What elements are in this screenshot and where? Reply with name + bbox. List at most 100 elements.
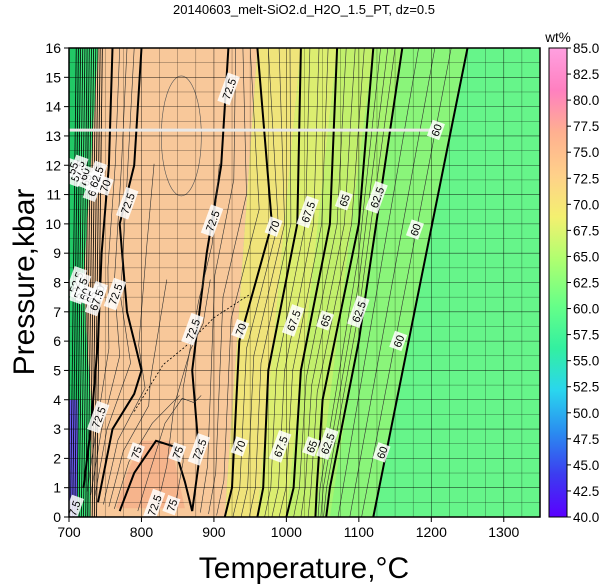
phase-boundary — [133, 293, 251, 412]
y-tick-label: 10 — [45, 216, 61, 232]
contour-thin — [155, 279, 211, 512]
y-tick-label: 9 — [53, 245, 61, 261]
y-tick-label: 4 — [53, 392, 61, 408]
contour-label-bg — [302, 436, 321, 457]
contour-label: 70 — [264, 216, 283, 237]
contour-label-bg — [426, 119, 445, 141]
contour-label-bg — [347, 295, 370, 328]
contour-label: 55 — [66, 157, 81, 179]
contour-label-text: 65 — [305, 439, 320, 455]
contour-label-text: 60 — [409, 222, 424, 238]
chart-title: 20140603_melt-SiO2.d_H2O_1.5_PT, dz=0.5 — [173, 2, 435, 17]
colorbar-tick-label: 50.0 — [573, 406, 599, 421]
contour-label-bg — [84, 283, 108, 317]
colorbar-tick-label: 40.0 — [573, 510, 599, 525]
contour-thin — [108, 279, 168, 507]
contour-label-bg — [296, 195, 319, 229]
contour-label: 70 — [230, 436, 249, 457]
contour-label: 60 — [389, 330, 408, 352]
contour-label-bg — [84, 160, 108, 194]
contour-label-text: 70 — [234, 322, 249, 338]
contour-label-bg — [372, 442, 391, 463]
contour-label-bg — [389, 330, 408, 352]
contour-label: 75 — [126, 442, 145, 463]
contour-thin — [103, 163, 155, 505]
contour-label-bg — [162, 494, 181, 516]
plot-area: 6060606062.562.562.565656567.567.567.570… — [65, 48, 540, 523]
colorbar-tick-label: 42.5 — [573, 484, 599, 499]
colorbar-tick-label: 67.5 — [573, 223, 599, 238]
contour-label-bg — [230, 436, 249, 457]
y-tick-label: 1 — [53, 480, 61, 496]
contour-label-text: 55 — [66, 161, 81, 177]
contour-label: 75 — [162, 494, 181, 516]
contour-label: 60 — [426, 119, 445, 141]
colorbar-tick-label: 85.0 — [573, 41, 599, 56]
colorbar-tick-label: 65.0 — [573, 249, 599, 264]
x-tick-label: 800 — [130, 524, 154, 540]
contour-label-bg — [281, 304, 305, 337]
contour-thin — [90, 48, 128, 496]
colorbar-tick-label: 60.0 — [573, 302, 599, 317]
grid-lines — [69, 48, 540, 517]
contour-label: 70 — [231, 319, 250, 340]
contour-label-bg — [103, 277, 127, 311]
y-tick-label: 14 — [45, 99, 61, 115]
contour-label-bg — [264, 216, 283, 237]
contour-label: 60 — [372, 442, 391, 463]
colorbar-tick-label: 75.0 — [573, 145, 599, 160]
contour-label-text: 75 — [130, 445, 145, 461]
contour-label-bg — [334, 190, 353, 211]
contour-label-text: 70 — [98, 178, 113, 194]
contour-label: 60 — [405, 219, 424, 240]
contour-label-text: 65 — [338, 193, 353, 209]
contour-label-text: 47.5 — [65, 499, 84, 523]
contour-label-text: 60 — [430, 123, 445, 139]
contour-label-bg — [69, 494, 85, 517]
colorbar-tick-label: 45.0 — [573, 458, 599, 473]
x-axis-label: Temperature,°C — [199, 552, 409, 585]
contour-label-text: 65 — [319, 313, 334, 329]
colorbar — [548, 47, 568, 518]
contour-label-bg — [217, 72, 240, 106]
contour-label-text: 75 — [171, 445, 186, 461]
contour-label-bg — [316, 310, 335, 331]
colorbar-tick-label: 47.5 — [573, 432, 599, 447]
y-tick-label: 3 — [53, 421, 61, 437]
colorbar-tick-label: 52.5 — [573, 380, 599, 395]
contour-label-text: 75 — [165, 498, 180, 514]
x-axis-ticks: 700 800 900 1000 1100 1200 1300 — [57, 517, 520, 540]
y-tick-label: 0 — [53, 509, 61, 525]
contour-label-bg — [86, 400, 110, 434]
x-tick-label: 1000 — [271, 524, 302, 540]
y-tick-label: 16 — [45, 40, 61, 56]
y-tick-label: 7 — [53, 304, 61, 320]
contour-label-text: 70 — [233, 439, 248, 455]
contour-label-bg — [231, 319, 250, 340]
colorbar-ticks: 40.0 42.5 45.0 47.5 50.0 52.5 55.0 57.5 60.0 62.5… — [567, 41, 599, 525]
contour-label-text: 60 — [375, 445, 390, 461]
colorbar-tick-label: 82.5 — [573, 67, 599, 82]
x-tick-label: 1100 — [344, 524, 374, 540]
colorbar-tick-label: 72.5 — [573, 171, 599, 186]
colorbar-tick-label: 62.5 — [573, 276, 599, 291]
contour-label-bg — [405, 219, 424, 240]
contour-thin — [86, 48, 120, 492]
colorbar-tick-label: 77.5 — [573, 119, 599, 134]
contour-label: 75 — [168, 442, 187, 463]
contour-label-bg — [365, 181, 388, 214]
contour-label-bg — [168, 442, 187, 463]
contour-thin — [137, 395, 202, 512]
contour-label-bg — [187, 433, 211, 466]
contour-label: 65 — [334, 190, 353, 211]
contour-label-text: 60 — [392, 334, 407, 350]
contour-thin — [114, 395, 180, 509]
contour-label-bg — [315, 427, 339, 460]
y-tick-label: 2 — [53, 450, 61, 466]
contour-thin — [216, 48, 260, 516]
contour-label-bg — [142, 488, 166, 517]
x-tick-label: 1300 — [488, 524, 519, 540]
contour-label: 47.5 — [65, 494, 85, 523]
colorbar-title: wt% — [544, 30, 571, 45]
